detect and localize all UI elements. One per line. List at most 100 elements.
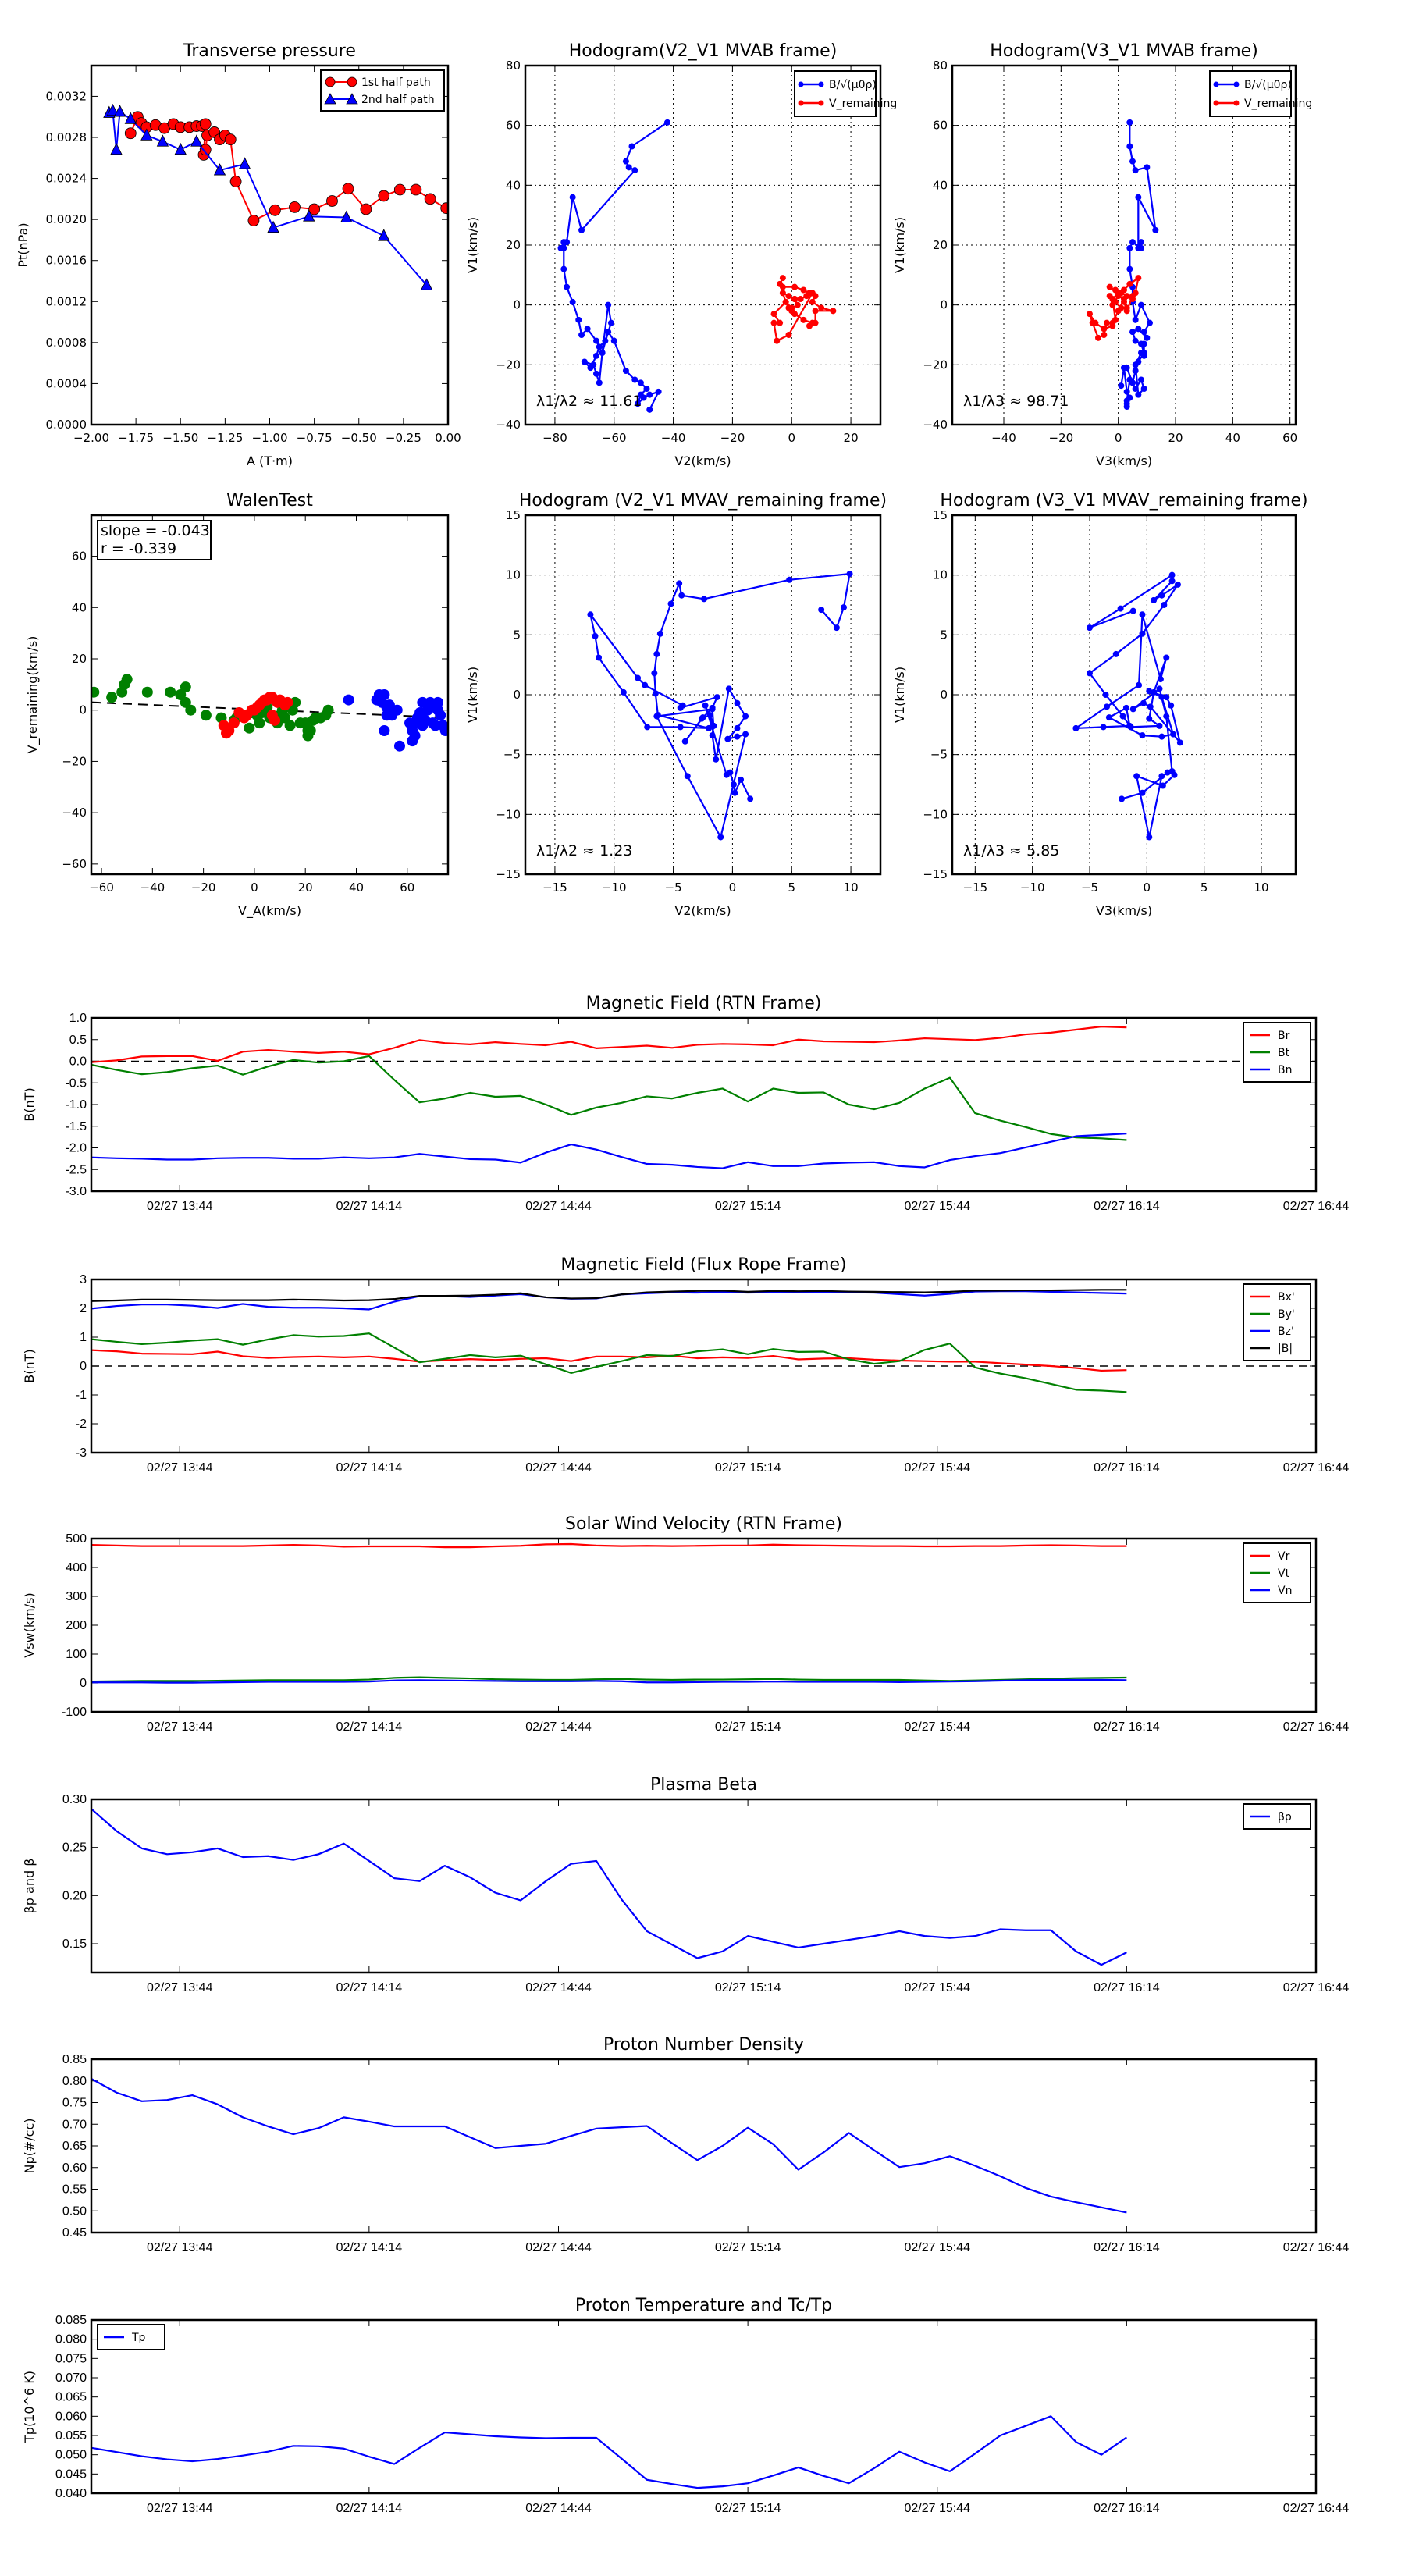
x-tick-label: 02/27 16:14 [1094,1720,1160,1734]
x-tick-label: −0.50 [341,431,377,445]
data-point [424,193,436,205]
y-axis-label: V1(km/s) [465,667,480,723]
data-point [593,337,599,344]
legend-marker [1213,81,1219,87]
data-point [1158,592,1165,599]
x-axis-label: V_A(km/s) [238,903,301,919]
data-point [141,686,153,698]
x-tick-label: 02/27 13:44 [147,1981,213,1994]
y-tick-label: 20 [506,238,521,252]
data-point [432,696,443,708]
y-tick-label: −60 [62,857,87,871]
data-point [1168,578,1176,585]
data-point [779,275,786,282]
y-tick-label: 0 [513,298,521,312]
data-point [343,694,354,706]
eigenvalue-ratio-annotation: λ1/λ3 ≈ 98.71 [963,393,1069,410]
data-point [1126,119,1133,126]
data-point [725,685,732,692]
y-tick-label: 60 [506,119,521,133]
x-tick-label: 02/27 16:14 [1094,1461,1160,1475]
eigenvalue-ratio-annotation: λ1/λ2 ≈ 11.61 [536,393,642,410]
legend-label: Bx' [1278,1291,1295,1304]
x-tick-label: 5 [1200,881,1208,895]
data-point [439,725,448,736]
data-point [1144,334,1151,341]
chart-proton-temperature: 02/27 13:44 02/27 14:14 02/27 14:44 02/27 1… [22,2296,1349,2515]
x-tick-label: −0.25 [386,431,422,445]
y-tick-label: 10 [506,568,521,582]
data-point [213,163,226,176]
series-line-tp [91,2415,1127,2489]
data-point [1152,226,1159,233]
y-tick-label: 0.65 [62,2140,87,2153]
x-tick-label: 02/27 13:44 [147,1200,213,1213]
data-point [410,183,422,196]
legend-label: B/√(μ0ρ) [1244,79,1292,91]
eigenvalue-ratio-annotation: λ1/λ2 ≈ 1.23 [536,842,632,859]
data-point [378,190,390,202]
chart-title: WalenTest [226,491,313,511]
y-tick-label: 1 [80,1331,87,1344]
series-line-b [91,1289,1127,1302]
data-point [782,298,789,305]
data-point [652,690,659,697]
data-point [777,319,784,326]
y-tick-label: 0.60 [62,2161,87,2175]
data-point [1129,293,1136,300]
data-point [599,350,606,356]
data-point [247,215,260,226]
x-tick-label: −40 [661,431,686,445]
data-point [717,834,724,841]
y-tick-label: 0.085 [55,2314,87,2327]
y-tick-label: 0.0008 [46,336,87,350]
x-axis-label: A (T·m) [247,454,293,468]
data-point [393,740,405,752]
x-tick-label: 20 [844,431,859,445]
data-point [569,298,576,305]
y-axis-label: B(nT) [22,1349,37,1382]
data-point [1126,280,1133,287]
data-point [620,688,627,696]
data-point [803,293,810,300]
y-tick-label: 0.55 [62,2183,87,2197]
legend-item: V_remaining [1213,98,1312,110]
y-tick-label: −5 [930,748,948,762]
data-point [592,632,599,639]
x-tick-label: 02/27 15:44 [904,1720,970,1734]
data-point [631,167,638,174]
data-point [224,133,237,146]
data-point [706,724,713,731]
plot-frame [524,64,882,426]
data-point [1176,739,1183,746]
y-axis-label: V1(km/s) [892,667,907,723]
plot-frame [90,1016,1318,1193]
data-point [383,699,395,711]
y-tick-label: 0.080 [55,2333,87,2347]
data-point [228,717,240,729]
data-point [290,696,301,708]
chart-solar-wind-velocity-rtn: 02/27 13:44 02/27 14:14 02/27 14:44 02/27 1… [22,1514,1349,1734]
data-point [710,722,717,729]
data-point [731,789,738,796]
data-point [786,576,793,583]
legend-item: Tp [104,2332,146,2344]
data-point [1138,244,1144,251]
y-tick-label: 0.040 [55,2487,87,2500]
data-point [727,769,734,776]
chart-hodogram-v3-v1-mvab: −40 −20 0 20 40 60 −40 −20 0 20 40 60 80 Hodogram(V3_… [892,41,1312,468]
data-point [1158,694,1165,701]
y-tick-label: -0.5 [65,1076,87,1090]
data-point [1144,164,1151,171]
data-point [1135,194,1142,201]
legend-box [320,69,445,112]
data-point [1126,265,1133,272]
data-point [1123,404,1130,410]
y-tick-label: 400 [66,1561,87,1574]
legend-item: Bx' [1250,1291,1295,1304]
data-point [642,681,649,688]
data-point [1135,326,1142,333]
y-axis-label: Tp(10^6 K) [22,2371,37,2443]
chart-proton-number-density: 02/27 13:44 02/27 14:14 02/27 14:44 02/27 1… [22,2035,1349,2254]
